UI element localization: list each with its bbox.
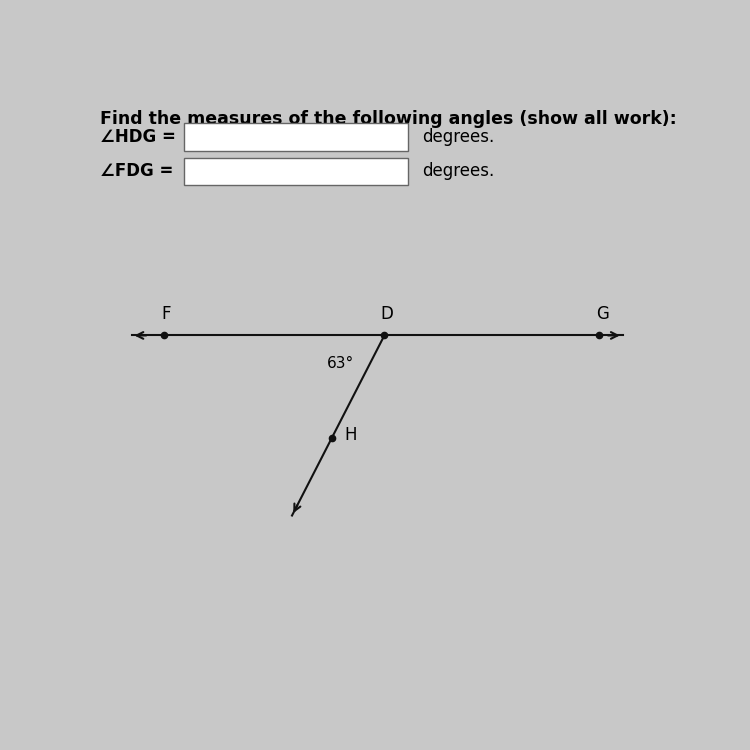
Text: degrees.: degrees. [422, 163, 494, 181]
Text: ∠FDG =: ∠FDG = [100, 163, 173, 181]
FancyBboxPatch shape [184, 158, 408, 185]
Text: H: H [344, 427, 357, 445]
FancyBboxPatch shape [184, 123, 408, 151]
Text: D: D [381, 304, 394, 322]
Text: ∠HDG =: ∠HDG = [100, 128, 176, 146]
Text: 63°: 63° [327, 356, 355, 370]
Text: G: G [596, 304, 609, 322]
Text: F: F [162, 304, 171, 322]
Text: degrees.: degrees. [422, 128, 494, 146]
Text: Find the measures of the following angles (show all work):: Find the measures of the following angle… [100, 110, 676, 128]
